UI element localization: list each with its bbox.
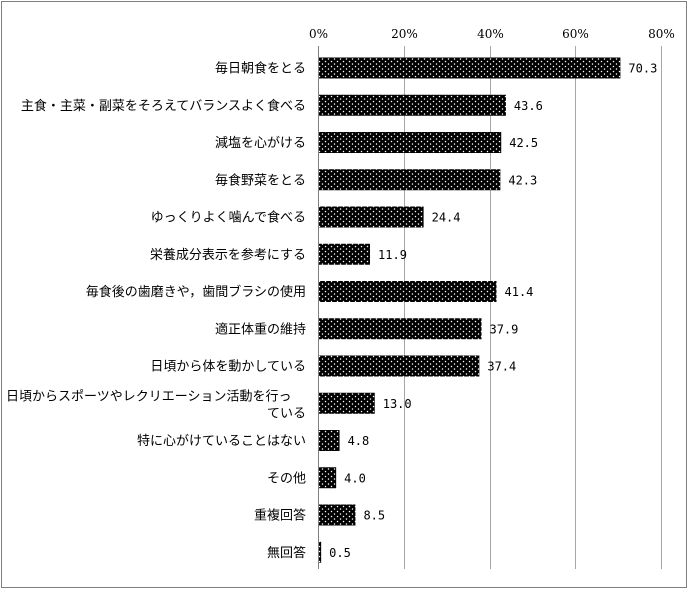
value-label: 43.6: [514, 99, 543, 113]
value-label: 13.0: [383, 397, 412, 411]
category-label: 減塩を心がける: [215, 135, 306, 151]
category-label: 毎食後の歯磨きや，歯間ブラシの使用: [86, 284, 306, 300]
bar: [319, 57, 621, 79]
bar: [319, 355, 480, 377]
x-tick-label: 0%: [309, 27, 328, 41]
value-label: 37.9: [489, 322, 518, 336]
value-label: 4.0: [344, 471, 366, 485]
x-axis-ticks: 0% 20% 40% 60% 80%: [309, 27, 675, 41]
category-label: 適正体重の維持: [215, 321, 306, 337]
category-label: 日頃からスポーツやレクリエーション活動を行っ: [6, 389, 291, 404]
value-label: 37.4: [487, 360, 516, 374]
bar: [319, 541, 322, 563]
value-label: 11.9: [378, 248, 407, 262]
category-label-line2: ている: [267, 406, 306, 421]
value-label: 0.5: [329, 546, 351, 560]
value-labels: 70.3 43.6 42.5 42.3 24.4 11.9 41.4 37.9 37.4 13.0…: [329, 62, 657, 560]
bar: [319, 169, 501, 191]
bars: [319, 57, 621, 563]
category-label: その他: [267, 471, 306, 486]
bar: [319, 132, 502, 153]
bar: [319, 318, 482, 340]
bar: [319, 243, 371, 265]
bar: [319, 281, 497, 302]
value-label: 42.5: [509, 136, 538, 150]
value-label: 70.3: [628, 62, 657, 76]
x-tick-label: 40%: [477, 27, 504, 41]
category-labels: 毎日朝食をとる主食・主菜・副菜をそろえてバランスよく食べる減塩を心がける毎食野菜…: [6, 61, 306, 561]
value-label: 41.4: [505, 285, 534, 299]
category-label: 重複回答: [254, 508, 306, 524]
category-label: 栄養成分表示を参考にする: [150, 247, 306, 263]
bar: [319, 430, 340, 451]
category-label: 主食・主菜・副菜をそろえてバランスよく食べる: [21, 98, 306, 114]
bar: [319, 206, 424, 228]
gridlines: [318, 46, 662, 569]
x-tick-label: 60%: [562, 27, 589, 41]
category-label: ゆっくりよく噛んで食べる: [151, 210, 306, 226]
category-label: 無回答: [267, 545, 306, 561]
value-label: 4.8: [348, 434, 370, 448]
bar: [319, 467, 337, 489]
value-label: 8.5: [363, 509, 385, 523]
value-label: 24.4: [432, 211, 461, 225]
bar: [319, 504, 356, 526]
x-tick-label: 20%: [391, 27, 418, 41]
category-label: 毎日朝食をとる: [215, 61, 306, 77]
bar: [319, 94, 506, 116]
x-tick-label: 80%: [648, 27, 675, 41]
category-label: 日頃から体を動かしている: [150, 360, 306, 375]
bar: [319, 392, 375, 414]
category-label: 特に心がけていることはない: [137, 434, 306, 449]
value-label: 42.3: [508, 173, 537, 187]
category-label: 毎食野菜をとる: [215, 172, 306, 188]
